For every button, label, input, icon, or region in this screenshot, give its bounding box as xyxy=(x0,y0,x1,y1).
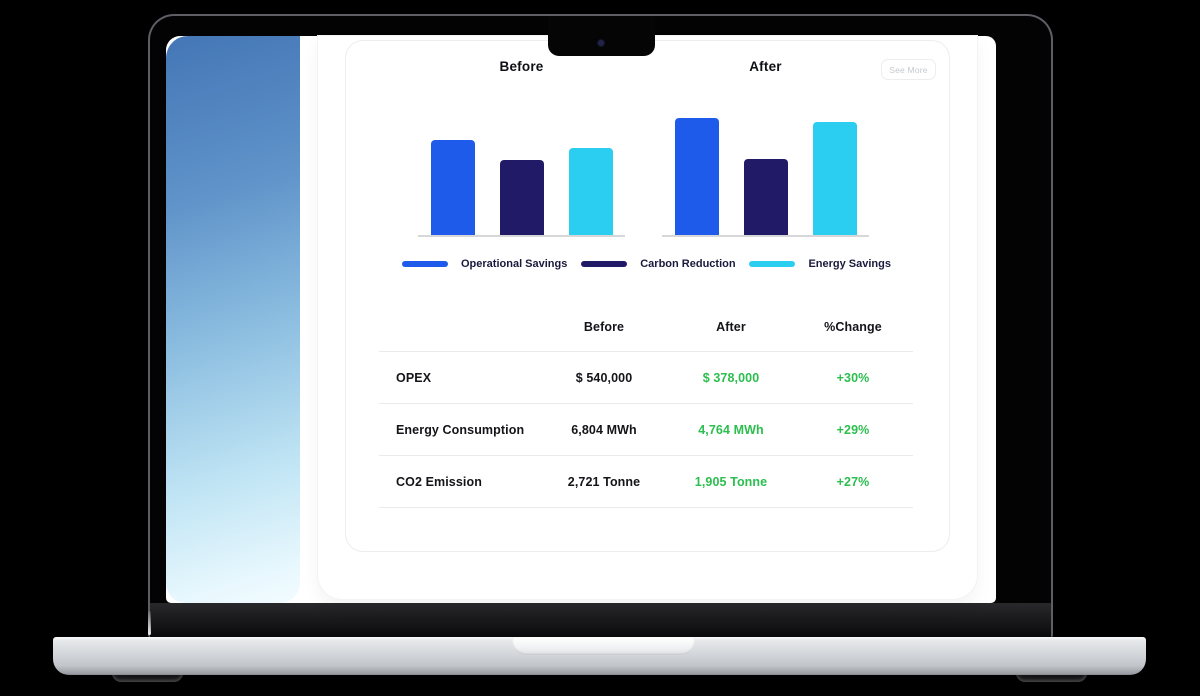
row-after-value: $ 378,000 xyxy=(702,370,760,385)
bar-energy-savings xyxy=(812,122,857,235)
bar-operational-savings xyxy=(674,118,719,235)
row-label: Energy Consumption xyxy=(396,422,525,437)
legend-swatch-energy-savings xyxy=(749,261,796,267)
bar-group-before xyxy=(418,41,625,237)
legend-swatch-operational-savings xyxy=(402,261,448,267)
legend-item: Operational Savings xyxy=(402,258,567,270)
row-change-value: +30% xyxy=(836,370,870,385)
table-header-after: After xyxy=(716,320,746,334)
laptop-screen: Before After See More Operational Saving… xyxy=(148,14,1053,637)
chart-legend: Operational Savings Carbon Reduction Ene… xyxy=(402,256,891,272)
legend-item: Energy Savings xyxy=(749,258,891,270)
hinge-strip xyxy=(148,603,1051,637)
legend-label: Operational Savings xyxy=(461,258,568,270)
table-header-before: Before xyxy=(583,320,625,334)
hinge-glint xyxy=(148,611,151,635)
table-row: OPEX $ 540,000 $ 378,000 +30% xyxy=(379,352,913,404)
row-label: CO2 Emission xyxy=(396,474,482,489)
laptop-lid-groove xyxy=(512,637,695,655)
table-header-change: %Change xyxy=(824,320,882,334)
legend-label: Energy Savings xyxy=(808,258,891,270)
table-row: Energy Consumption 6,804 MWh 4,764 MWh +… xyxy=(379,404,913,456)
table-header-row: Before After %Change xyxy=(379,303,913,352)
screen-content: Before After See More Operational Saving… xyxy=(166,36,996,603)
legend-label: Carbon Reduction xyxy=(640,258,736,270)
row-before-value: $ 540,000 xyxy=(575,370,633,385)
sidebar-gradient-panel xyxy=(166,36,300,603)
main-panel: Before After See More Operational Saving… xyxy=(318,36,977,599)
row-after-value: 4,764 MWh xyxy=(698,422,764,437)
row-before-value: 6,804 MWh xyxy=(571,422,637,437)
screen-notch xyxy=(548,16,655,56)
dashboard-card: Before After See More Operational Saving… xyxy=(345,40,950,552)
legend-item: Carbon Reduction xyxy=(581,258,736,270)
bar-group-after xyxy=(662,41,869,237)
row-after-value: 1,905 Tonne xyxy=(694,474,768,489)
chart-group-title-before: Before xyxy=(499,59,544,74)
row-before-value: 2,721 Tonne xyxy=(567,474,641,489)
table-row: CO2 Emission 2,721 Tonne 1,905 Tonne +27… xyxy=(379,456,913,508)
row-label: OPEX xyxy=(396,370,432,385)
row-change-value: +27% xyxy=(836,474,870,489)
legend-swatch-carbon-reduction xyxy=(581,261,628,267)
bar-carbon-reduction xyxy=(499,160,544,235)
comparison-table: Before After %Change OPEX $ 540,000 $ 37… xyxy=(379,303,913,508)
laptop-base xyxy=(53,637,1146,675)
webcam-dot-icon xyxy=(598,40,604,46)
bar-carbon-reduction xyxy=(743,159,788,235)
bar-operational-savings xyxy=(430,140,475,235)
see-more-button[interactable]: See More xyxy=(881,59,936,80)
chart-group-title-after: After xyxy=(749,59,782,74)
bar-energy-savings xyxy=(568,148,613,235)
row-change-value: +29% xyxy=(836,422,870,437)
